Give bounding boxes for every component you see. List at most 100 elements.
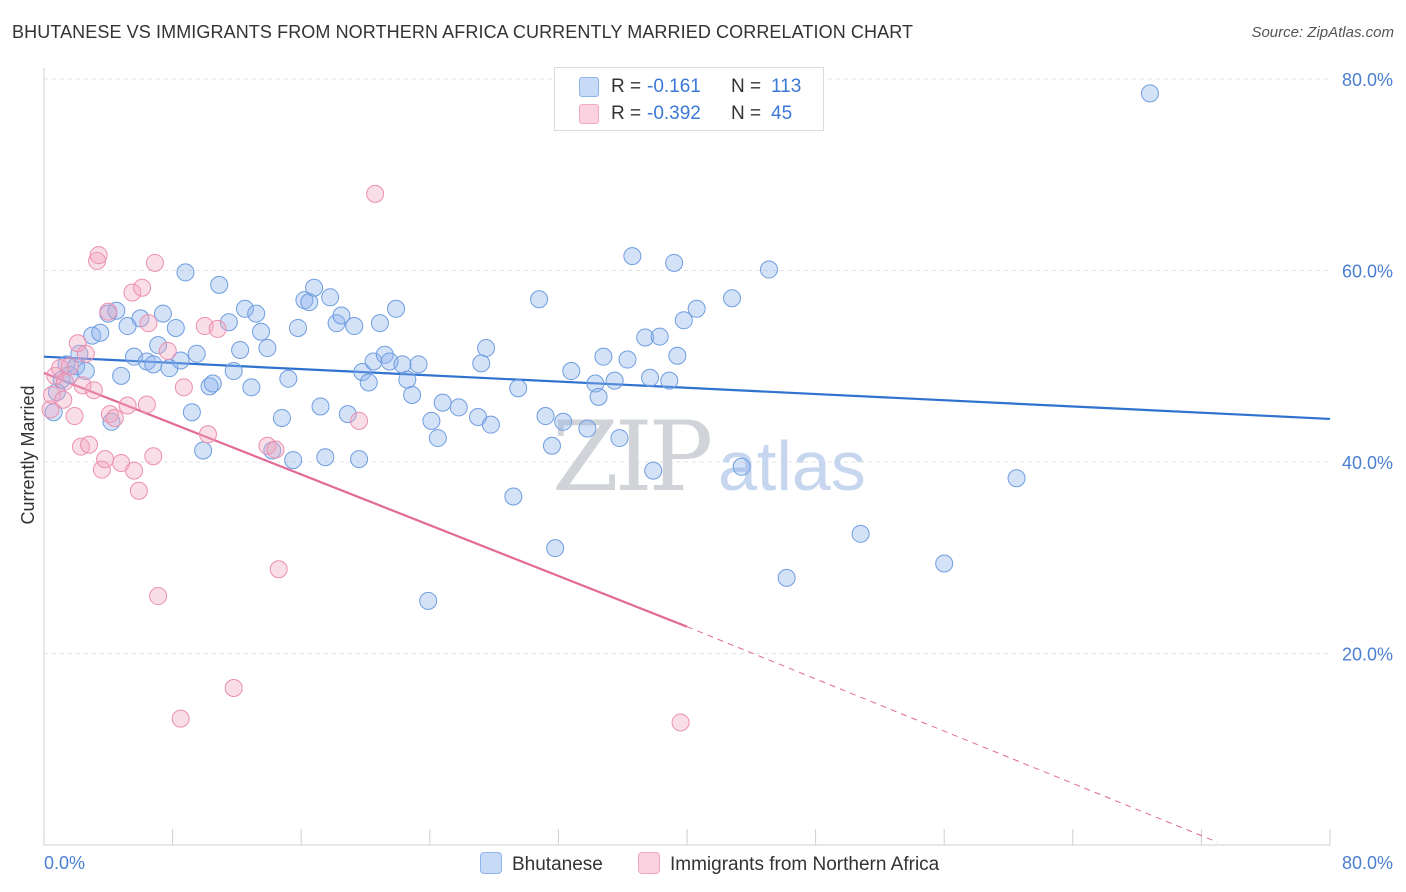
point-bhutanese bbox=[364, 352, 383, 371]
point-bhutanese bbox=[279, 369, 298, 388]
point-bhutanese bbox=[288, 318, 307, 337]
point-bhutanese bbox=[311, 397, 330, 416]
point-bhutanese bbox=[641, 368, 660, 387]
point-bhutanese bbox=[359, 373, 378, 392]
point-bhutanese bbox=[644, 461, 663, 480]
point-bhutanese bbox=[300, 293, 319, 312]
point-immigrants bbox=[123, 283, 142, 302]
trend-line-immigrants bbox=[43, 371, 688, 628]
r-label: R = bbox=[611, 76, 642, 97]
point-immigrants bbox=[133, 278, 152, 297]
point-immigrants bbox=[54, 390, 73, 409]
point-bhutanese bbox=[231, 340, 250, 359]
point-bhutanese bbox=[332, 306, 351, 325]
point-bhutanese bbox=[428, 429, 447, 448]
chart-source: Source: ZipAtlas.com bbox=[1251, 24, 1394, 41]
point-bhutanese bbox=[321, 288, 340, 307]
point-immigrants bbox=[224, 678, 243, 697]
point-immigrants bbox=[145, 253, 164, 272]
tick-labels: 20.0% 40.0% 60.0% 80.0% 0.0% 80.0% bbox=[44, 70, 1393, 873]
y-tick-label: 80.0% bbox=[1342, 70, 1393, 90]
point-bhutanese bbox=[674, 311, 693, 330]
point-bhutanese bbox=[509, 379, 528, 398]
legend-item-immigrants[interactable]: Immigrants from Northern Africa bbox=[638, 852, 939, 876]
point-bhutanese bbox=[235, 299, 254, 318]
stats-row-immigrants: R = -0.392 N = 45 bbox=[555, 101, 823, 127]
point-bhutanese bbox=[200, 377, 219, 396]
point-bhutanese bbox=[403, 385, 422, 404]
point-bhutanese bbox=[623, 247, 642, 266]
trend-lines bbox=[43, 355, 1331, 843]
watermark-zip: ZIP bbox=[552, 401, 711, 513]
legend-label: Bhutanese bbox=[512, 854, 603, 875]
point-bhutanese bbox=[777, 568, 796, 587]
point-bhutanese bbox=[316, 448, 335, 467]
point-bhutanese bbox=[252, 322, 271, 341]
point-immigrants bbox=[137, 395, 156, 414]
point-bhutanese bbox=[224, 362, 243, 381]
point-bhutanese bbox=[449, 398, 468, 417]
trend-line-immigrants-extension bbox=[686, 626, 1218, 843]
point-bhutanese bbox=[636, 328, 655, 347]
point-immigrants bbox=[43, 385, 62, 404]
point-bhutanese bbox=[668, 346, 687, 365]
point-bhutanese bbox=[182, 403, 201, 422]
y-tick-label: 40.0% bbox=[1342, 453, 1393, 473]
x-tick-label: 80.0% bbox=[1342, 853, 1393, 873]
point-immigrants bbox=[96, 450, 115, 469]
point-bhutanese bbox=[305, 278, 324, 297]
y-axis-label: Currently Married bbox=[18, 385, 38, 524]
point-bhutanese bbox=[187, 344, 206, 363]
point-immigrants bbox=[73, 376, 92, 395]
point-bhutanese bbox=[589, 387, 608, 406]
point-immigrants bbox=[92, 460, 111, 479]
point-immigrants bbox=[350, 411, 369, 430]
point-bhutanese bbox=[166, 318, 185, 337]
point-immigrants bbox=[125, 461, 144, 480]
point-bhutanese bbox=[203, 374, 222, 393]
point-immigrants bbox=[60, 357, 79, 376]
point-bhutanese bbox=[176, 263, 195, 282]
point-immigrants bbox=[76, 344, 95, 363]
point-bhutanese bbox=[546, 539, 565, 558]
point-bhutanese bbox=[481, 415, 500, 434]
point-bhutanese bbox=[1007, 469, 1026, 488]
point-bhutanese bbox=[723, 289, 742, 308]
n-value: 45 bbox=[771, 103, 793, 124]
point-bhutanese bbox=[605, 371, 624, 390]
n-value: 113 bbox=[771, 76, 802, 97]
n-label: N = bbox=[731, 76, 762, 97]
chart-title: BHUTANESE VS IMMIGRANTS FROM NORTHERN AF… bbox=[12, 22, 914, 42]
point-immigrants bbox=[105, 408, 124, 427]
point-bhutanese bbox=[338, 405, 357, 424]
point-bhutanese bbox=[504, 487, 523, 506]
point-bhutanese bbox=[562, 362, 581, 381]
immigrants-swatch bbox=[579, 104, 599, 124]
bhutanese-swatch bbox=[579, 77, 599, 97]
legend-label: Immigrants from Northern Africa bbox=[670, 854, 940, 875]
point-bhutanese bbox=[387, 299, 406, 318]
point-immigrants bbox=[149, 587, 168, 606]
point-bhutanese bbox=[618, 350, 637, 369]
stats-legend: R = -0.161 N = 113 R = -0.392 N = 45 bbox=[554, 67, 824, 131]
point-immigrants bbox=[99, 302, 118, 321]
point-bhutanese bbox=[578, 419, 597, 438]
point-bhutanese bbox=[242, 378, 261, 397]
point-bhutanese bbox=[345, 317, 364, 336]
point-bhutanese bbox=[149, 336, 168, 355]
legend-item-bhutanese[interactable]: Bhutanese bbox=[480, 852, 603, 876]
point-bhutanese bbox=[1140, 84, 1159, 103]
stats-row-bhutanese: R = -0.161 N = 113 bbox=[555, 74, 823, 100]
point-immigrants bbox=[198, 425, 217, 444]
point-bhutanese bbox=[91, 323, 110, 342]
point-immigrants bbox=[65, 407, 84, 426]
point-bhutanese bbox=[398, 370, 417, 389]
point-bhutanese bbox=[194, 441, 213, 460]
point-immigrants bbox=[366, 184, 385, 203]
point-bhutanese bbox=[433, 393, 452, 412]
point-immigrants bbox=[158, 341, 177, 360]
point-immigrants bbox=[171, 709, 190, 728]
n-label: N = bbox=[731, 103, 762, 124]
point-immigrants bbox=[41, 400, 60, 419]
x-tick-label: 0.0% bbox=[44, 853, 85, 873]
